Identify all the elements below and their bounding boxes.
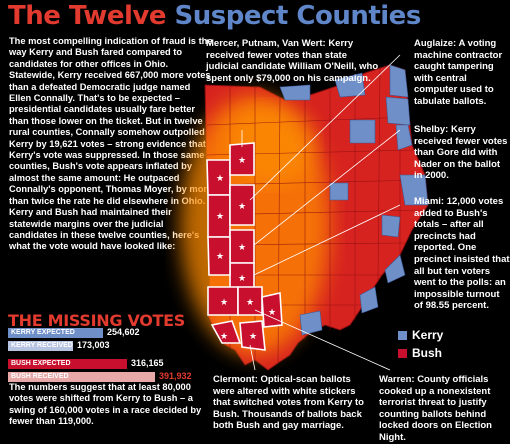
legend-swatch-kerry <box>398 330 407 340</box>
star-icon: ★ <box>238 273 246 283</box>
county-clinton <box>261 292 283 328</box>
callout-heading: Clermont: <box>213 374 258 385</box>
star-icon: ★ <box>249 331 257 341</box>
missing-votes-bar <box>8 372 155 382</box>
missing-votes-label: KERRY RECEIVED <box>11 342 73 349</box>
missing-votes-value: 173,003 <box>77 340 110 350</box>
star-icon: ★ <box>246 297 254 307</box>
page-title: The Twelve Suspect Counties <box>8 1 421 31</box>
missing-votes-label: BUSH RECEIVED <box>11 373 69 380</box>
missing-votes-bar <box>8 341 73 351</box>
callout-body: 12,000 votes added to Bush's totals – af… <box>414 196 510 312</box>
legend-label: Kerry <box>412 328 444 342</box>
star-icons: ★ ★ ★ ★ ★ ★ ★ ★ ★ ★ ★ ★ <box>216 155 276 341</box>
callout-heading: Shelby: <box>414 124 449 135</box>
ohio-county-map: ★ ★ ★ ★ ★ ★ ★ ★ ★ ★ ★ ★ <box>180 54 429 371</box>
callout-warren: Warren: County officials cooked up a non… <box>379 374 510 444</box>
missing-votes-title: THE MISSING VOTES <box>8 311 186 330</box>
callout-heading: Warren: <box>379 374 415 385</box>
callout-leader-lines <box>241 54 401 371</box>
county-auglaize <box>229 184 255 226</box>
intro-text: The most compelling indication of fraud … <box>9 36 214 252</box>
star-icon: ★ <box>268 307 276 317</box>
callout-heading: Mercer, Putnam, Van Wert: <box>206 38 326 49</box>
star-icon: ★ <box>216 251 224 261</box>
star-icon: ★ <box>220 331 228 341</box>
missing-votes-label: KERRY EXPECTED <box>11 329 75 336</box>
outro-text: The numbers suggest that at least 80,000… <box>9 382 202 427</box>
ohio-map: ★ ★ ★ ★ ★ ★ ★ ★ ★ ★ ★ ★ <box>150 25 510 436</box>
legend-label: Bush <box>412 346 442 360</box>
callout-heading: Auglaize: <box>414 38 457 49</box>
county-putnam <box>229 142 255 176</box>
callout-body: Kerry received fewer votes than state ju… <box>206 38 379 84</box>
callout-heading: Miami: <box>414 196 445 207</box>
missing-votes-value: 254,602 <box>107 327 140 337</box>
star-icon: ★ <box>238 242 246 252</box>
missing-votes-value: 316,165 <box>131 358 164 368</box>
legend-item-kerry: Kerry <box>398 327 443 343</box>
star-icon: ★ <box>238 201 246 211</box>
county-hamilton-area <box>210 320 242 344</box>
map-legend: Kerry Bush <box>398 327 443 363</box>
legend-swatch-bush <box>398 348 407 358</box>
county-darke <box>207 236 231 276</box>
suspect-counties <box>206 142 283 351</box>
star-icon: ★ <box>216 211 224 221</box>
missing-votes-value: 391,932 <box>159 371 192 381</box>
missing-votes-label: BUSH EXPECTED <box>11 360 71 367</box>
kerry-counties <box>279 64 429 336</box>
star-icon: ★ <box>216 173 224 183</box>
county-clermont <box>239 320 266 351</box>
callout-body: Optical-scan ballots were altered with w… <box>213 374 364 432</box>
callout-body: A voting machine contractor caught tampe… <box>414 38 503 107</box>
star-icon: ★ <box>238 155 246 165</box>
title-part-2: Suspect Counties <box>174 1 422 31</box>
county-warren <box>237 286 263 316</box>
county-borders <box>206 66 426 364</box>
title-part-1: The Twelve <box>8 1 166 31</box>
callout-clermont: Clermont: Optical-scan ballots were alte… <box>213 374 371 432</box>
missing-votes-bar <box>8 359 127 369</box>
star-icon: ★ <box>220 297 228 307</box>
missing-votes-bar <box>8 328 103 338</box>
callout-body: Kerry received fewer votes than Gore did… <box>414 124 508 182</box>
callout-mercer-putnam-vanwert: Mercer, Putnam, Van Wert: Kerry received… <box>206 38 381 84</box>
callout-miami: Miami: 12,000 votes added to Bush's tota… <box>414 196 510 312</box>
callout-auglaize: Auglaize: A voting machine contractor ca… <box>414 38 510 108</box>
callout-shelby: Shelby: Kerry received fewer votes than … <box>414 124 510 182</box>
legend-item-bush: Bush <box>398 345 443 361</box>
